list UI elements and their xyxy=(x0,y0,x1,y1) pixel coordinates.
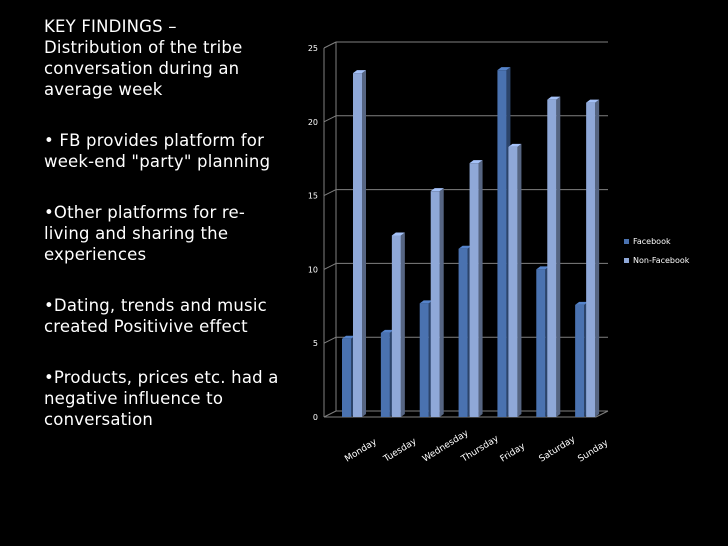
legend-swatch xyxy=(624,258,629,263)
x-category-label: Saturday xyxy=(538,434,578,464)
gridline xyxy=(323,262,337,270)
y-tick-label: 0 xyxy=(313,413,318,422)
legend-swatch xyxy=(624,239,629,244)
x-category-label: Tuesday xyxy=(381,436,419,465)
bar-non-facebook-wednesday xyxy=(430,188,444,417)
x-category-label: Sunday xyxy=(576,438,610,465)
gridline xyxy=(323,115,337,123)
chart-bars xyxy=(342,67,600,418)
x-category-label: Friday xyxy=(499,441,528,464)
legend-label: Non-Facebook xyxy=(633,256,690,265)
chart-legend: Facebook Non-Facebook xyxy=(624,237,690,265)
bar-non-facebook-thursday xyxy=(469,160,483,418)
bullet-dating-trends: •Dating, trends and music created Positi… xyxy=(44,296,267,336)
y-tick-label: 15 xyxy=(308,192,318,201)
bar-non-facebook-tuesday xyxy=(391,232,405,417)
bar-non-facebook-friday xyxy=(508,143,522,417)
y-tick-label: 10 xyxy=(308,265,318,274)
y-tick-label: 20 xyxy=(308,118,318,127)
bar-non-facebook-monday xyxy=(353,70,366,417)
y-tick-label: 5 xyxy=(313,339,318,348)
y-tick-label: 25 xyxy=(308,44,318,53)
y-axis-ticks: 0 5 10 15 20 25 xyxy=(308,44,318,422)
text-panel: KEY FINDINGS – Distribution of the tribe… xyxy=(44,16,284,460)
bullet-fb-platform: • FB provides platform for week-end "par… xyxy=(44,131,271,171)
bar-non-facebook-sunday xyxy=(586,99,600,417)
gridline xyxy=(323,189,337,197)
gridline xyxy=(323,41,337,49)
gridline xyxy=(323,410,337,418)
bar-non-facebook-saturday xyxy=(547,96,561,417)
slide-title: KEY FINDINGS – Distribution of the tribe… xyxy=(44,17,243,99)
bullet-products-prices: •Products, prices etc. had a negative in… xyxy=(44,368,279,429)
x-category-label: Monday xyxy=(343,437,379,465)
gridline xyxy=(323,336,337,344)
bullet-other-platforms: •Other platforms for re-living and shari… xyxy=(44,203,246,264)
legend-label: Facebook xyxy=(633,237,671,246)
